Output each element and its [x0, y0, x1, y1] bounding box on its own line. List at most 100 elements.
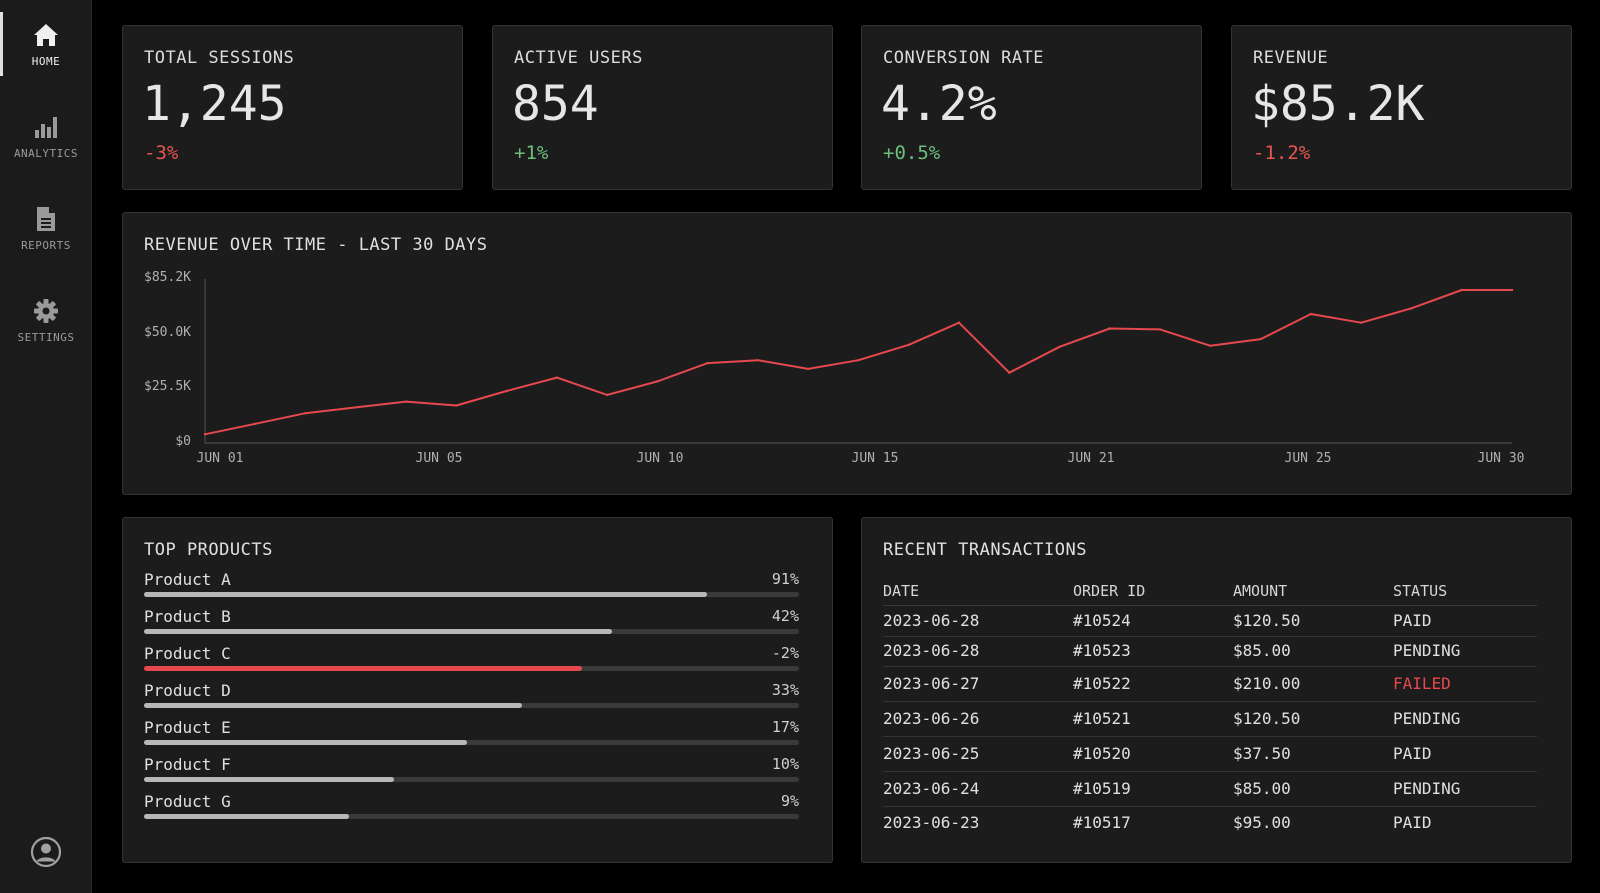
- revenue-data-point[interactable]: [304, 412, 307, 415]
- x-tick-label: JUN 15: [852, 451, 899, 466]
- home-icon: [32, 21, 60, 49]
- product-percent: -2%: [771, 644, 799, 662]
- cell-order-id: #10519: [1073, 779, 1131, 798]
- revenue-data-point[interactable]: [1158, 328, 1162, 331]
- product-progress-fill: [144, 814, 349, 819]
- revenue-data-point[interactable]: [455, 404, 458, 407]
- product-row[interactable]: Product E 17%: [144, 718, 799, 754]
- revenue-data-point[interactable]: [756, 359, 760, 362]
- gear-icon: [32, 297, 60, 325]
- product-progress-track: [144, 629, 799, 634]
- kpi-card-conversion-rate: CONVERSION RATE 4.2% +0.5%: [861, 25, 1202, 190]
- product-percent: 17%: [771, 718, 799, 736]
- product-row[interactable]: Product D 33%: [144, 681, 799, 717]
- revenue-data-point[interactable]: [1410, 307, 1413, 310]
- revenue-data-point[interactable]: [1309, 312, 1313, 316]
- product-progress-fill: [144, 666, 582, 671]
- revenue-data-point[interactable]: [1510, 288, 1514, 292]
- product-progress-track: [144, 814, 799, 819]
- revenue-data-point[interactable]: [505, 389, 508, 393]
- kpi-delta: +0.5%: [883, 142, 941, 164]
- chart-title: REVENUE OVER TIME - LAST 30 DAYS: [144, 235, 488, 255]
- cell-status: PENDING: [1393, 641, 1461, 660]
- column-header-amount[interactable]: AMOUNT: [1233, 582, 1288, 600]
- kpi-value: 1,245: [142, 76, 287, 132]
- kpi-value: 854: [512, 76, 599, 132]
- revenue-data-point[interactable]: [907, 343, 910, 346]
- table-header: DATE ORDER ID AMOUNT STATUS: [883, 580, 1537, 606]
- revenue-data-point[interactable]: [1008, 371, 1011, 374]
- revenue-data-point[interactable]: [555, 376, 559, 379]
- product-name: Product F: [144, 755, 231, 774]
- column-header-status[interactable]: STATUS: [1393, 582, 1448, 600]
- revenue-data-point[interactable]: [807, 367, 810, 371]
- product-name: Product C: [144, 644, 231, 663]
- table-row[interactable]: 2023-06-23 #10517 $95.00 PAID: [883, 807, 1537, 841]
- revenue-chart-panel: REVENUE OVER TIME - LAST 30 DAYS $85.2K $…: [122, 212, 1572, 495]
- cell-amount: $120.50: [1233, 611, 1301, 630]
- product-row[interactable]: Product F 10%: [144, 755, 799, 791]
- revenue-data-point[interactable]: [354, 406, 357, 409]
- revenue-data-point[interactable]: [1460, 288, 1463, 292]
- table-row[interactable]: 2023-06-24 #10519 $85.00 PENDING: [883, 772, 1537, 807]
- product-progress-track: [144, 703, 799, 708]
- product-row[interactable]: Product A 91%: [144, 570, 799, 606]
- cell-date: 2023-06-23: [883, 813, 980, 832]
- revenue-data-point[interactable]: [1108, 327, 1111, 330]
- revenue-data-point[interactable]: [404, 400, 408, 403]
- cell-status: PENDING: [1393, 779, 1461, 798]
- revenue-data-point[interactable]: [1360, 321, 1363, 324]
- y-tick-label: $50.0K: [144, 325, 191, 340]
- table-row[interactable]: 2023-06-28 #10524 $120.50 PAID: [883, 606, 1537, 637]
- revenue-data-point[interactable]: [203, 433, 207, 436]
- cell-order-id: #10523: [1073, 641, 1131, 660]
- table-row[interactable]: 2023-06-27 #10522 $210.00 FAILED: [883, 667, 1537, 702]
- sidebar-item-reports[interactable]: REPORTS: [0, 188, 92, 268]
- user-circle-icon[interactable]: [30, 836, 62, 868]
- column-header-date[interactable]: DATE: [883, 582, 920, 600]
- cell-amount: $120.50: [1233, 709, 1301, 728]
- revenue-data-point[interactable]: [1058, 345, 1061, 348]
- cell-amount: $95.00: [1233, 813, 1291, 832]
- product-row[interactable]: Product G 9%: [144, 792, 799, 828]
- revenue-data-point[interactable]: [254, 422, 257, 425]
- table-row[interactable]: 2023-06-28 #10523 $85.00 PENDING: [883, 637, 1537, 667]
- product-percent: 42%: [771, 607, 799, 625]
- product-progress-track: [144, 592, 799, 597]
- revenue-data-point[interactable]: [606, 393, 609, 397]
- kpi-card-active-users: ACTIVE USERS 854 +1%: [492, 25, 833, 190]
- x-tick-label: JUN 10: [637, 451, 684, 466]
- product-row[interactable]: Product C -2%: [144, 644, 799, 680]
- cell-date: 2023-06-28: [883, 641, 980, 660]
- product-progress-fill: [144, 629, 613, 634]
- cell-amount: $85.00: [1233, 779, 1291, 798]
- product-row[interactable]: Product B 42%: [144, 607, 799, 643]
- sidebar-item-home[interactable]: HOME: [0, 4, 92, 84]
- kpi-label: ACTIVE USERS: [514, 48, 643, 68]
- revenue-data-point[interactable]: [957, 321, 961, 324]
- cell-date: 2023-06-25: [883, 744, 980, 763]
- revenue-series-line[interactable]: [204, 289, 1512, 436]
- revenue-data-point[interactable]: [706, 361, 709, 365]
- table-row[interactable]: 2023-06-26 #10521 $120.50 PENDING: [883, 702, 1537, 737]
- revenue-data-point[interactable]: [656, 380, 659, 383]
- product-progress-track: [144, 666, 799, 671]
- revenue-data-point[interactable]: [1259, 337, 1262, 341]
- kpi-card-revenue: REVENUE $85.2K -1.2%: [1231, 25, 1572, 190]
- cell-amount: $85.00: [1233, 641, 1291, 660]
- cell-order-id: #10524: [1073, 611, 1131, 630]
- revenue-data-point[interactable]: [1209, 344, 1212, 347]
- x-tick-label: JUN 01: [197, 451, 244, 466]
- revenue-data-point[interactable]: [857, 359, 860, 362]
- table-row[interactable]: 2023-06-25 #10520 $37.50 PAID: [883, 737, 1537, 772]
- product-name: Product B: [144, 607, 231, 626]
- product-percent: 10%: [771, 755, 799, 773]
- x-tick-label: JUN 21: [1068, 451, 1115, 466]
- sidebar-item-settings[interactable]: SETTINGS: [0, 280, 92, 360]
- sidebar-item-analytics[interactable]: ANALYTICS: [0, 96, 92, 176]
- cell-status: PAID: [1393, 611, 1432, 630]
- recent-transactions-panel: RECENT TRANSACTIONS DATE ORDER ID AMOUNT…: [861, 517, 1572, 863]
- y-tick-label: $25.5K: [144, 379, 191, 394]
- kpi-delta: +1%: [514, 142, 549, 164]
- column-header-order-id[interactable]: ORDER ID: [1073, 582, 1146, 600]
